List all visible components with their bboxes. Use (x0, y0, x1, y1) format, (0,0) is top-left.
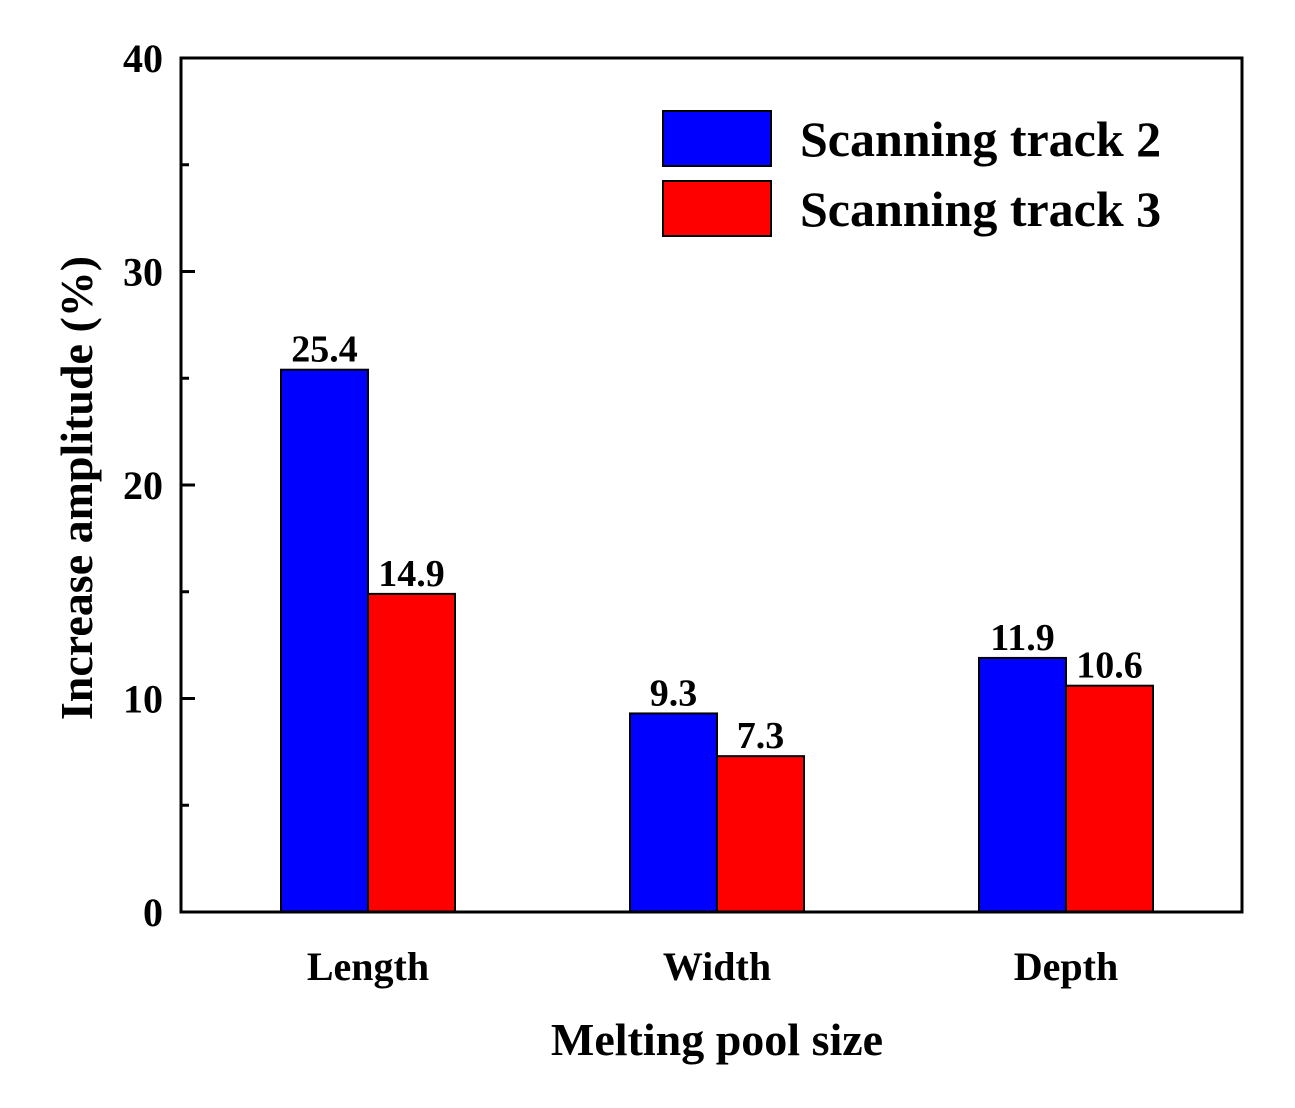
x-axis-label: Melting pool size (551, 1014, 883, 1065)
chart-marks: 25.4 14.9 9.3 7.3 11.9 10.6 (280, 329, 1154, 914)
y-tick-label: 0 (143, 890, 163, 935)
bar-scanning-track-3-width (716, 755, 805, 914)
bar-value-label: 7.3 (737, 715, 785, 757)
x-tick-label: Width (663, 944, 771, 989)
y-tick-label: 10 (123, 677, 163, 722)
legend: Scanning track 2 Scanning track 3 (662, 110, 1161, 237)
y-tick-label: 20 (123, 463, 163, 508)
legend-label: Scanning track 2 (800, 111, 1161, 167)
legend-swatch (662, 180, 772, 237)
bar-value-label: 25.4 (291, 329, 358, 371)
legend-label: Scanning track 3 (800, 181, 1161, 237)
y-axis-label: Increase amplitude (%) (51, 256, 102, 720)
bar-scanning-track-2-length (280, 368, 369, 913)
bar-scanning-track-3-depth (1065, 684, 1154, 913)
bar-value-label: 9.3 (650, 672, 698, 714)
y-tick-label: 30 (123, 250, 163, 295)
x-tick-label: Depth (1014, 944, 1118, 989)
y-axis: 0 10 20 30 40 (123, 36, 195, 935)
bar-scanning-track-3-length (367, 592, 456, 913)
bar-scanning-track-2-depth (978, 656, 1067, 913)
bar-scanning-track-2-width (629, 712, 718, 913)
legend-swatch (662, 110, 772, 167)
x-tick-label: Length (307, 944, 429, 989)
bar-value-label: 14.9 (378, 553, 445, 595)
y-tick-label: 40 (123, 36, 163, 81)
bar-value-label: 11.9 (990, 617, 1054, 659)
bar-value-label: 10.6 (1076, 645, 1143, 687)
x-axis: Length Width Depth (307, 944, 1118, 989)
